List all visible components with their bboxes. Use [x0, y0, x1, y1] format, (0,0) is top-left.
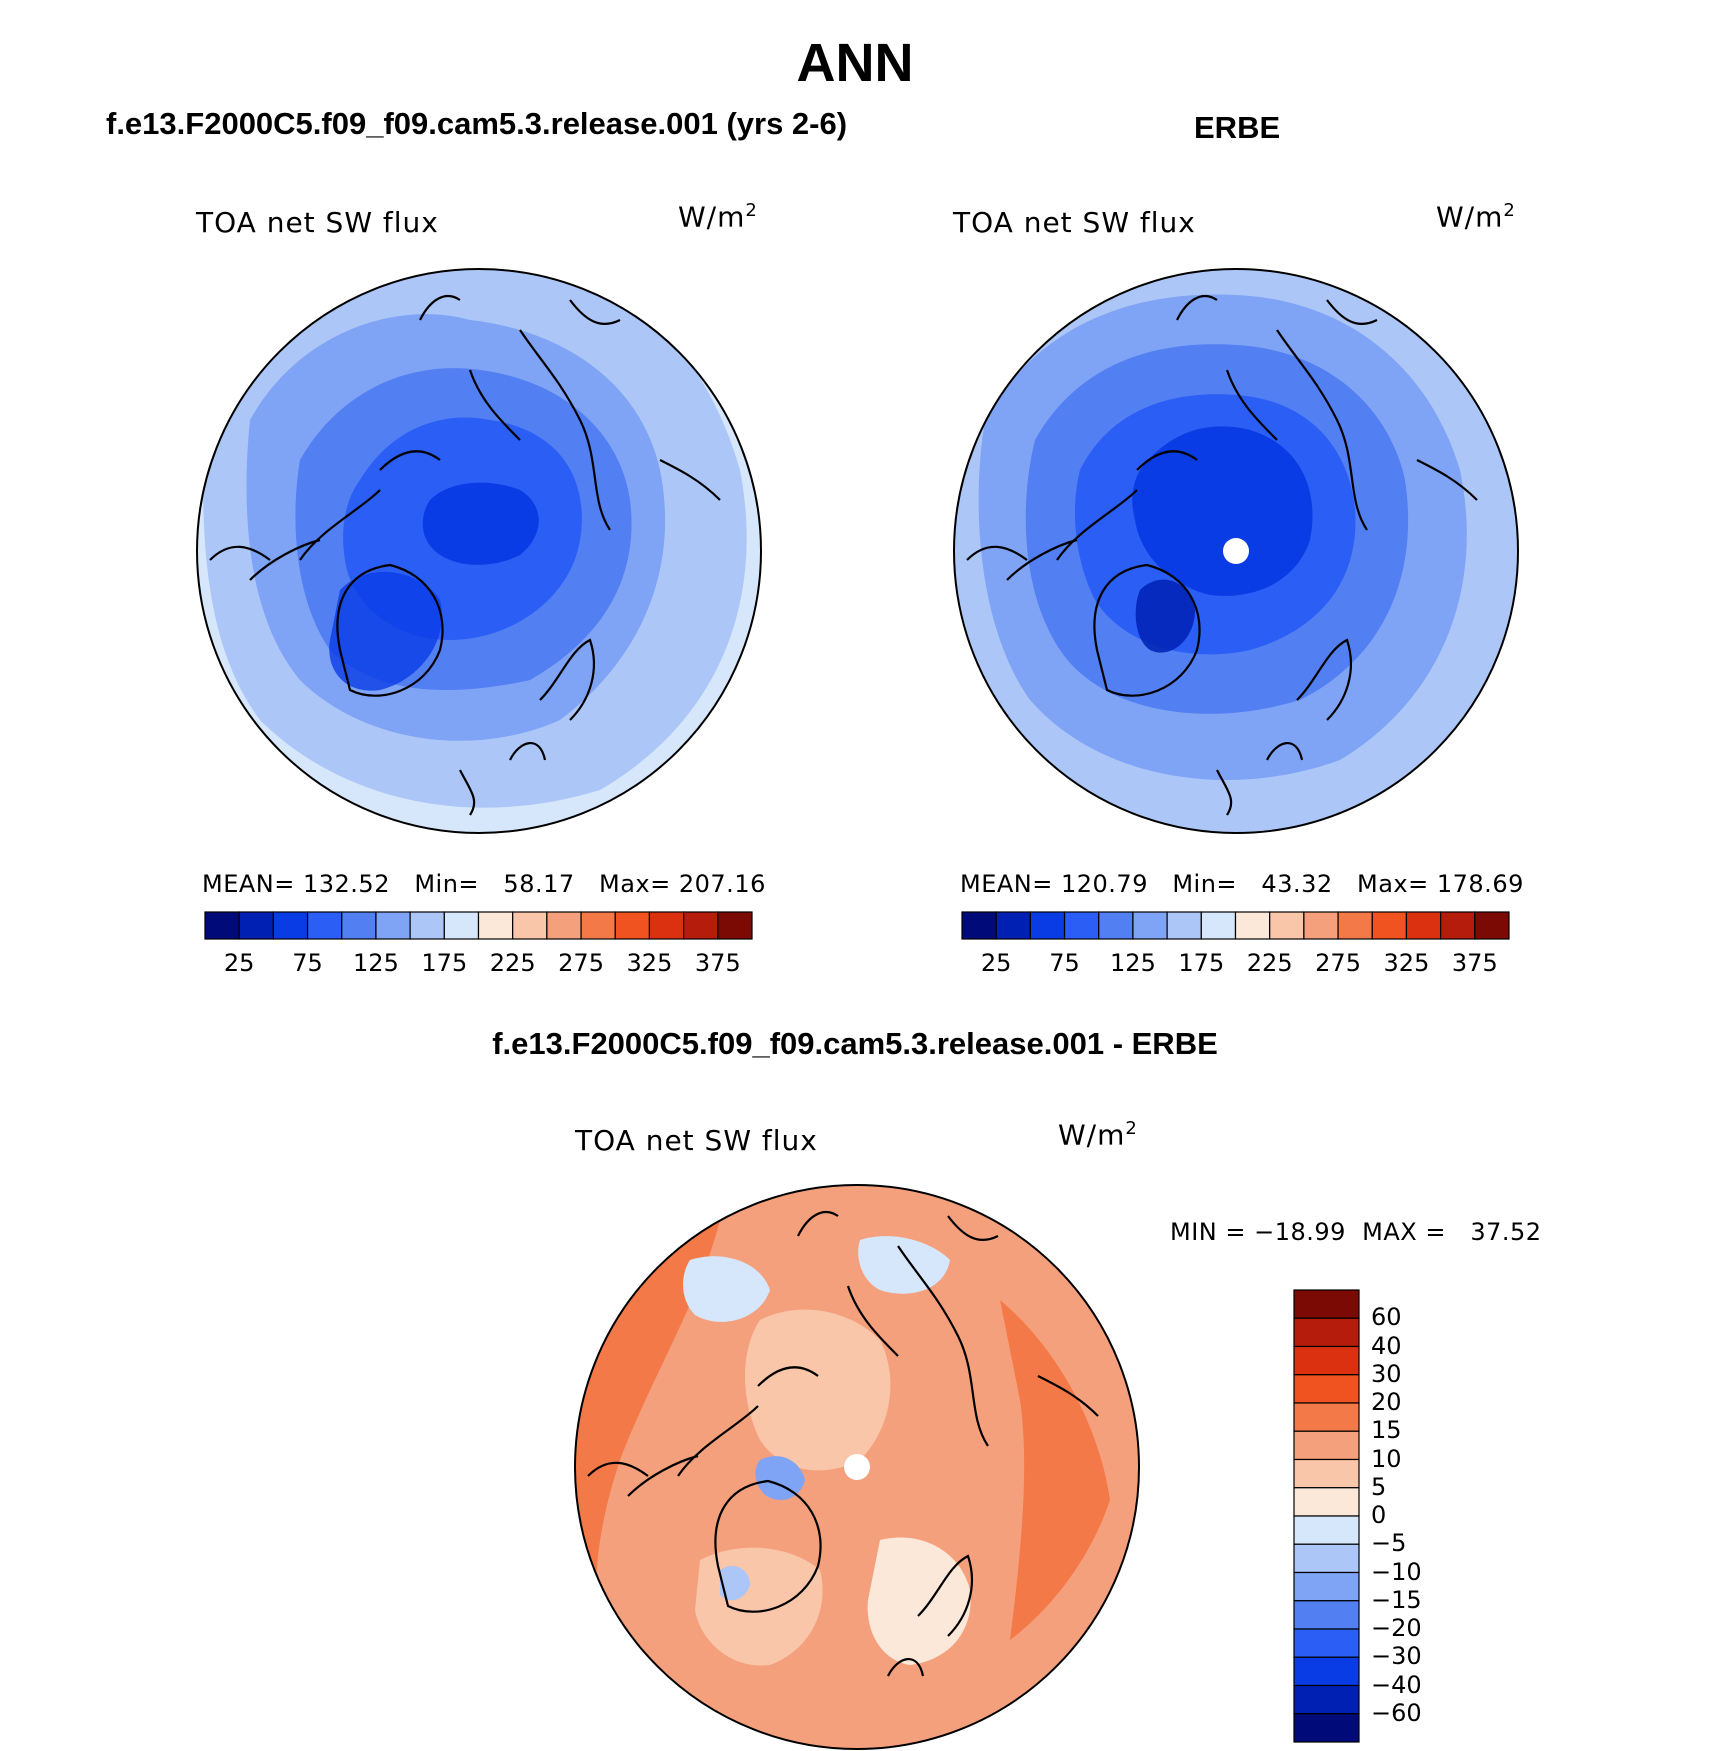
colorbar-swatch: [717, 911, 753, 940]
colorbar-swatch: [409, 911, 445, 940]
diff-variable-label: TOA net SW flux: [575, 1124, 818, 1157]
colorbar-swatch: [1293, 1656, 1360, 1687]
colorbar-swatch: [1337, 911, 1373, 940]
colorbar-tick-label: 40: [1371, 1331, 1402, 1360]
colorbar-tick-label: −10: [1371, 1557, 1422, 1586]
colorbar-tick-label: 25: [223, 949, 255, 977]
colorbar-swatch: [1234, 911, 1271, 940]
colorbar-tick-label: 125: [1110, 949, 1156, 977]
colorbar-swatch: [1293, 1345, 1360, 1376]
colorbar-tick-label: 75: [1049, 949, 1080, 977]
colorbar-swatch: [1474, 911, 1510, 940]
colorbar-tick-label: 0: [1371, 1501, 1387, 1529]
model-colorbar: [204, 911, 753, 940]
colorbar-tick-label: 75: [292, 949, 323, 977]
colorbar-tick-label: −15: [1371, 1585, 1422, 1614]
colorbar-swatch: [1293, 1571, 1360, 1602]
colorbar-swatch: [1293, 1430, 1360, 1461]
colorbar-swatch: [1063, 911, 1100, 940]
colorbar-swatch: [1293, 1600, 1360, 1630]
colorbar-swatch: [1293, 1289, 1360, 1319]
colorbar-swatch: [1293, 1713, 1360, 1743]
colorbar-swatch: [1293, 1458, 1360, 1489]
colorbar-swatch: [614, 911, 651, 940]
colorbar-tick-label: −60: [1371, 1698, 1422, 1727]
colorbar-tick-label: 225: [1246, 949, 1293, 977]
colorbar-swatch: [375, 911, 411, 940]
obs-panel-title: ERBE: [1194, 110, 1281, 145]
colorbar-tick-label: 375: [694, 949, 741, 977]
colorbar-swatch: [341, 911, 377, 940]
colorbar-tick-label: 60: [1371, 1303, 1402, 1332]
obs-units-label: W/m2: [1436, 200, 1516, 234]
colorbar-tick-label: 5: [1371, 1472, 1387, 1501]
colorbar-swatch: [238, 911, 274, 940]
colorbar-swatch: [1293, 1543, 1360, 1574]
colorbar-swatch: [1029, 911, 1066, 940]
colorbar-tick-label: 325: [626, 949, 673, 977]
colorbar-swatch: [1293, 1402, 1360, 1432]
colorbar-swatch: [1405, 911, 1442, 940]
colorbar-tick-label: 125: [353, 949, 399, 977]
colorbar-tick-label: −20: [1371, 1614, 1422, 1642]
colorbar-swatch: [1293, 1317, 1360, 1348]
colorbar-swatch: [580, 911, 616, 940]
obs-stats: MEAN= 120.79 Min= 43.32 Max= 178.69: [960, 870, 1524, 898]
colorbar-swatch: [512, 911, 548, 940]
diff-map: [574, 1184, 1140, 1750]
obs-variable-label: TOA net SW flux: [953, 206, 1196, 239]
colorbar-tick-label: −30: [1371, 1642, 1422, 1671]
diff-colorbar: [1293, 1289, 1360, 1743]
colorbar-tick-label: 20: [1371, 1388, 1402, 1416]
model-units-label: W/m2: [678, 200, 758, 234]
colorbar-tick-label: 175: [421, 949, 468, 977]
colorbar-tick-label: 275: [1315, 949, 1361, 977]
colorbar-swatch: [443, 911, 480, 940]
colorbar-tick-label: 375: [1451, 949, 1498, 977]
colorbar-swatch: [1293, 1487, 1360, 1517]
colorbar-swatch: [1293, 1374, 1360, 1404]
colorbar-swatch: [204, 911, 240, 940]
colorbar-swatch: [1371, 911, 1408, 940]
model-panel-title: f.e13.F2000C5.f09_f09.cam5.3.release.001…: [106, 106, 848, 141]
colorbar-tick-label: 175: [1178, 949, 1225, 977]
diff-panel-title: f.e13.F2000C5.f09_f09.cam5.3.release.001…: [492, 1026, 1218, 1061]
colorbar-swatch: [1293, 1684, 1360, 1715]
colorbar-tick-label: 10: [1371, 1444, 1402, 1473]
obs-map: [953, 268, 1519, 834]
colorbar-swatch: [648, 911, 685, 940]
model-variable-label: TOA net SW flux: [196, 206, 439, 239]
colorbar-tick-label: 225: [489, 949, 536, 977]
colorbar-swatch: [1303, 911, 1339, 940]
colorbar-swatch: [1293, 1628, 1360, 1658]
colorbar-swatch: [306, 911, 343, 940]
colorbar-swatch: [1269, 911, 1305, 940]
model-map: [196, 268, 762, 834]
diff-units-label: W/m2: [1058, 1118, 1138, 1152]
colorbar-tick-label: 275: [558, 949, 604, 977]
colorbar-swatch: [1440, 911, 1476, 940]
colorbar-swatch: [546, 911, 582, 940]
colorbar-swatch: [1132, 911, 1168, 940]
colorbar-swatch: [1293, 1515, 1360, 1545]
colorbar-swatch: [272, 911, 309, 940]
colorbar-tick-label: 25: [980, 949, 1012, 977]
colorbar-swatch: [1166, 911, 1202, 940]
colorbar-tick-label: −5: [1371, 1529, 1407, 1558]
colorbar-swatch: [1098, 911, 1134, 940]
diff-stats: MIN = −18.99 MAX = 37.52: [1170, 1218, 1542, 1246]
model-stats: MEAN= 132.52 Min= 58.17 Max= 207.16: [202, 870, 766, 898]
obs-colorbar: [961, 911, 1510, 940]
colorbar-swatch: [995, 911, 1031, 940]
colorbar-swatch: [961, 911, 997, 940]
season-title: ANN: [796, 33, 914, 93]
colorbar-tick-label: 30: [1371, 1359, 1402, 1388]
colorbar-tick-label: −40: [1371, 1670, 1422, 1699]
colorbar-tick-label: 325: [1383, 949, 1430, 977]
colorbar-tick-label: 15: [1371, 1416, 1402, 1445]
colorbar-swatch: [683, 911, 719, 940]
colorbar-swatch: [1200, 911, 1237, 940]
colorbar-swatch: [477, 911, 514, 940]
